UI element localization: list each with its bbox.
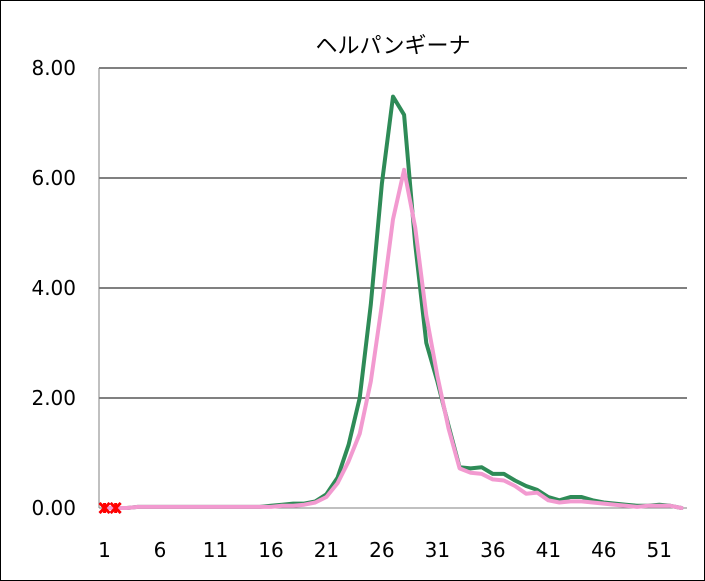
x-tick-label: 36 [480, 538, 505, 562]
x-tick-label: 16 [258, 538, 283, 562]
series-2-marker [98, 501, 111, 515]
y-tick-label: 6.00 [31, 166, 76, 190]
x-tick-label: 11 [203, 538, 228, 562]
y-tick-label: 0.00 [31, 496, 76, 520]
x-tick-label: 31 [425, 538, 450, 562]
x-tick-label: 1 [98, 538, 111, 562]
x-tick-label: 6 [154, 538, 167, 562]
series-2-marker [109, 501, 122, 515]
gridlines [99, 67, 687, 399]
x-tick-label: 46 [591, 538, 616, 562]
chart-title: ヘルパンギーナ [315, 34, 470, 59]
y-tick-labels: 0.00 2.00 4.00 6.00 8.00 [31, 56, 76, 520]
x-tick-label: 21 [314, 538, 339, 562]
x-tick-labels: 1 6 11 16 21 26 31 36 41 46 51 [98, 538, 672, 562]
series-markers [98, 501, 122, 515]
y-tick-label: 4.00 [31, 276, 76, 300]
series-2-line [102, 167, 684, 510]
x-tick-label: 41 [536, 538, 561, 562]
series-lines [102, 94, 684, 510]
y-tick-label: 2.00 [31, 386, 76, 410]
x-tick-label: 51 [647, 538, 672, 562]
series-1-line [102, 94, 684, 510]
x-tick-label: 26 [369, 538, 394, 562]
y-tick-label: 8.00 [31, 56, 76, 80]
